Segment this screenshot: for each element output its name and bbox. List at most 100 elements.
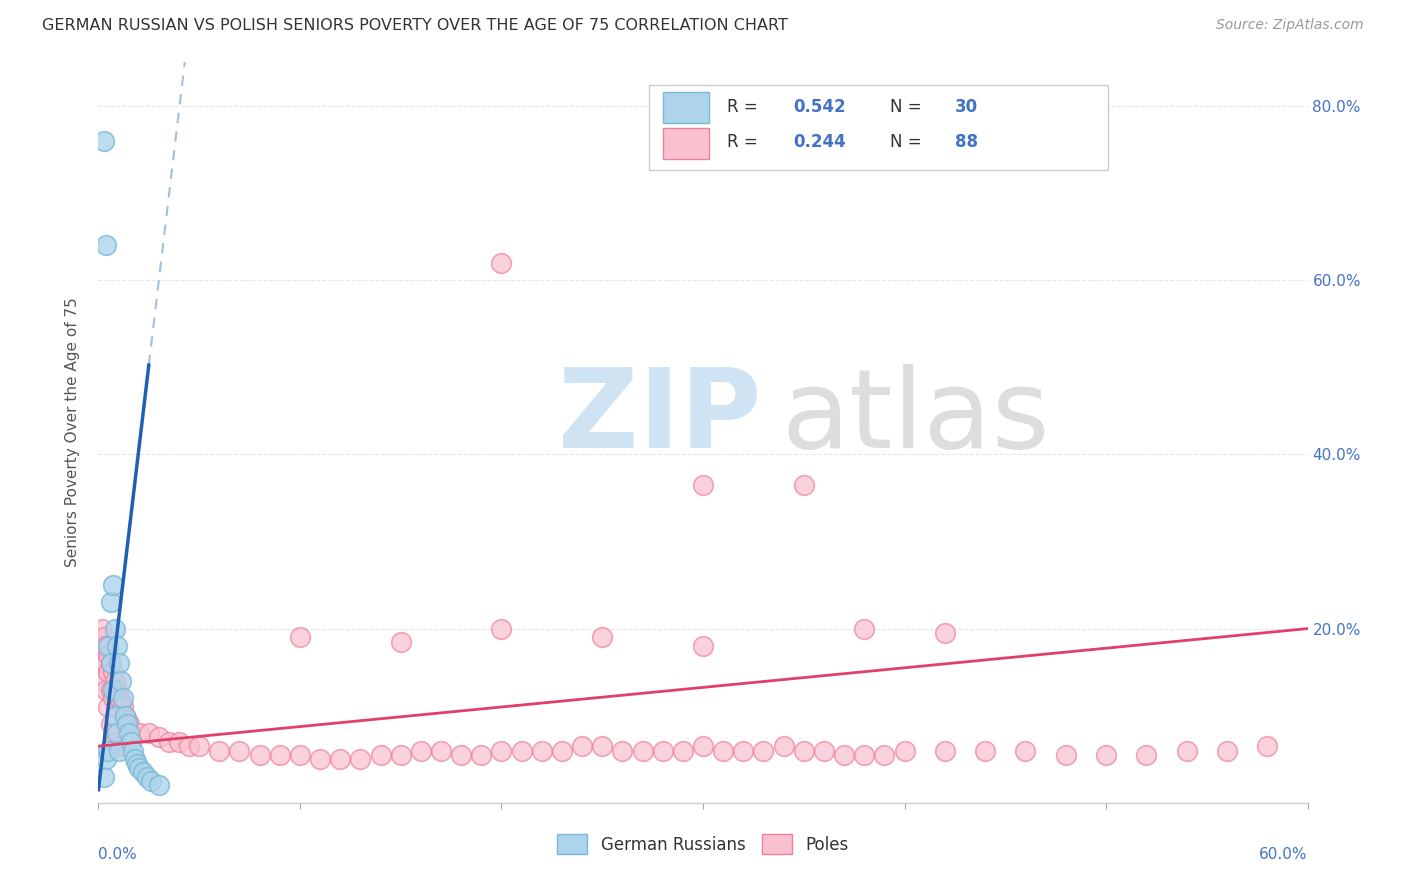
Point [631,743,654,757]
Point [101,682,124,697]
Point [93,770,115,784]
Point [733,743,755,757]
Point [934,626,956,640]
Point [128,726,150,740]
Point [124,752,146,766]
Point [188,739,211,754]
Point [103,622,125,636]
Point [111,700,134,714]
Point [115,717,138,731]
Point [752,743,775,757]
Point [100,657,122,671]
Text: atlas: atlas [782,364,1050,471]
Point [873,747,896,762]
Text: 0.244: 0.244 [794,134,846,152]
Point [430,743,453,757]
Point [101,665,124,680]
Text: GERMAN RUSSIAN VS POLISH SENIORS POVERTY OVER THE AGE OF 75 CORRELATION CHART: GERMAN RUSSIAN VS POLISH SENIORS POVERTY… [42,18,787,33]
Point [96,752,118,766]
Point [571,739,593,754]
Point [349,752,371,766]
Point [1054,747,1077,762]
Point [179,739,201,754]
Point [389,747,412,762]
Point [1014,743,1036,757]
Point [148,731,170,745]
Legend: German Russians, Poles: German Russians, Poles [551,828,855,861]
Text: 88: 88 [955,134,977,152]
Point [114,708,136,723]
Point [120,735,142,749]
Point [105,682,128,697]
Point [692,639,714,653]
Point [491,256,513,270]
Point [101,578,124,592]
Point [370,747,392,762]
Point [125,756,148,771]
Point [96,682,118,697]
Point [97,665,120,680]
Point [1095,747,1118,762]
Point [491,743,513,757]
Point [93,673,115,688]
Point [103,673,125,688]
Point [105,639,128,653]
Point [208,743,231,757]
Point [1216,743,1239,757]
Point [93,630,115,644]
Point [100,657,122,671]
Point [167,735,190,749]
Text: 0.542: 0.542 [794,98,846,116]
Text: R =: R = [727,134,763,152]
Point [135,770,157,784]
Point [103,735,125,749]
Text: 60.0%: 60.0% [1260,847,1308,863]
Point [110,696,132,710]
Point [591,739,613,754]
Y-axis label: Seniors Poverty Over the Age of 75: Seniors Poverty Over the Age of 75 [65,298,80,567]
Point [91,639,114,653]
Point [793,743,815,757]
Text: R =: R = [727,98,763,116]
Text: 30: 30 [955,98,977,116]
Point [389,634,412,648]
Point [100,682,122,697]
Point [692,739,714,754]
Point [118,717,141,731]
Point [93,657,115,671]
Point [107,739,129,754]
Text: N =: N = [890,98,928,116]
Point [793,478,815,492]
Point [110,673,132,688]
Point [132,765,155,780]
Point [1175,743,1198,757]
Text: Source: ZipAtlas.com: Source: ZipAtlas.com [1216,18,1364,32]
Point [111,691,134,706]
Point [651,743,673,757]
Point [1256,739,1278,754]
Point [711,743,734,757]
FancyBboxPatch shape [664,128,709,159]
Point [853,622,876,636]
FancyBboxPatch shape [648,85,1108,169]
Point [107,657,129,671]
Point [103,708,125,723]
Point [853,747,876,762]
Point [138,726,160,740]
Point [288,747,311,762]
Point [148,778,170,792]
Point [409,743,432,757]
Point [97,743,120,757]
Point [612,743,634,757]
Point [101,691,124,706]
Point [288,630,311,644]
Point [97,700,120,714]
Point [470,747,492,762]
Point [974,743,997,757]
Text: N =: N = [890,134,928,152]
Point [813,743,835,757]
Point [100,717,122,731]
Point [97,639,120,653]
Point [107,743,129,757]
Point [139,774,162,789]
